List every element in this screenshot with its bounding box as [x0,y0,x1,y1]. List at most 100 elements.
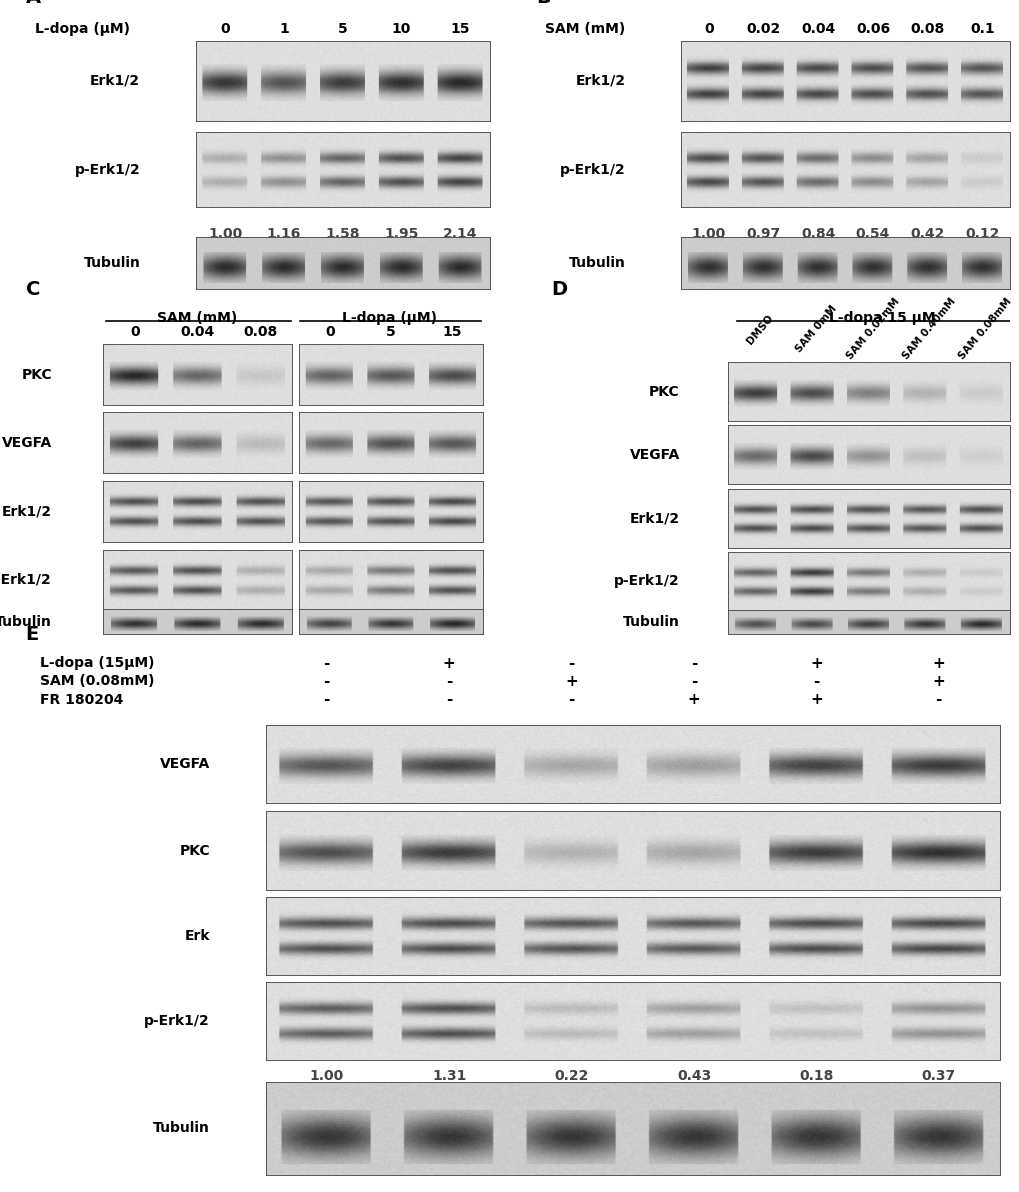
Text: 0.1: 0.1 [969,23,994,36]
Y-axis label: VEGFA: VEGFA [2,436,52,449]
Y-axis label: PKC: PKC [179,844,210,858]
Text: 1.00: 1.00 [691,228,726,241]
Text: B: B [535,0,550,7]
Y-axis label: PKC: PKC [648,385,679,399]
Text: +: + [931,673,945,689]
Text: SAM 0.02mM: SAM 0.02mM [844,297,901,361]
Text: -: - [445,693,452,707]
Text: SAM (mM): SAM (mM) [545,23,625,36]
Text: 0.02: 0.02 [746,23,780,36]
Text: DMSO: DMSO [745,312,774,346]
Text: +: + [809,656,822,671]
Y-axis label: Erk1/2: Erk1/2 [629,511,679,526]
Text: 2.14: 2.14 [442,228,477,241]
Text: 1.00: 1.00 [208,228,243,241]
Y-axis label: p-Erk1/2: p-Erk1/2 [0,573,52,588]
Text: 0: 0 [129,325,140,339]
Text: -: - [568,693,575,707]
Text: 5: 5 [386,325,395,339]
Text: -: - [445,673,452,689]
Text: 0.04: 0.04 [800,23,835,36]
Text: 0.37: 0.37 [921,1069,955,1084]
Text: +: + [565,673,578,689]
Text: 0: 0 [325,325,334,339]
Y-axis label: Tubulin: Tubulin [623,615,679,629]
Text: 5: 5 [337,23,347,36]
Text: 15: 15 [442,325,462,339]
Text: 1.31: 1.31 [432,1069,466,1084]
Y-axis label: Erk1/2: Erk1/2 [90,74,141,88]
Text: C: C [25,280,40,299]
Text: 0.06: 0.06 [855,23,890,36]
Text: SAM 0mM: SAM 0mM [794,304,839,354]
Text: -: - [323,673,330,689]
Text: 0.91: 0.91 [851,607,886,621]
Text: 1.95: 1.95 [384,228,418,241]
Text: 1.42: 1.42 [374,608,408,622]
Text: 0: 0 [220,23,230,36]
Y-axis label: Erk1/2: Erk1/2 [575,74,626,88]
Text: 0.13: 0.13 [244,608,278,622]
Y-axis label: PKC: PKC [21,368,52,381]
Text: D: D [551,280,567,299]
Text: 0.87: 0.87 [180,608,215,622]
Y-axis label: p-Erk1/2: p-Erk1/2 [559,163,626,176]
Text: FR 180204: FR 180204 [41,693,123,707]
Text: E: E [25,626,39,645]
Text: 15: 15 [450,23,470,36]
Text: -: - [690,673,697,689]
Text: 0.42: 0.42 [910,228,944,241]
Text: -: - [934,693,942,707]
Text: +: + [687,693,700,707]
Text: 0.18: 0.18 [799,1069,833,1084]
Text: -: - [323,693,330,707]
Text: SAM 0.40mM: SAM 0.40mM [900,297,957,361]
Text: 0.32: 0.32 [907,607,942,621]
Text: 1.00: 1.00 [117,608,152,622]
Text: -: - [568,656,575,671]
Text: L-dopa (μM): L-dopa (μM) [341,311,436,325]
Y-axis label: VEGFA: VEGFA [629,448,679,461]
Text: -: - [690,656,697,671]
Text: -: - [323,656,330,671]
Text: SAM 0.08mM: SAM 0.08mM [956,297,1013,361]
Text: SAM (mM): SAM (mM) [157,311,237,325]
Text: 0.43: 0.43 [677,1069,710,1084]
Text: 1.00: 1.00 [739,607,772,621]
Text: 0: 0 [703,23,713,36]
Y-axis label: Tubulin: Tubulin [153,1122,210,1135]
Y-axis label: Erk1/2: Erk1/2 [2,504,52,519]
Text: 0.08: 0.08 [910,23,944,36]
Text: +: + [931,656,945,671]
Text: 0.54: 0.54 [855,228,890,241]
Text: 0.12: 0.12 [964,228,999,241]
Y-axis label: Tubulin: Tubulin [569,256,626,271]
Text: 0.09: 0.09 [964,607,998,621]
Text: 2.24: 2.24 [435,608,470,622]
Y-axis label: Tubulin: Tubulin [0,615,52,628]
Text: 1.00: 1.00 [312,608,346,622]
Text: 1.58: 1.58 [325,228,360,241]
Text: 1.16: 1.16 [267,228,301,241]
Y-axis label: Tubulin: Tubulin [84,256,141,271]
Text: 0.22: 0.22 [554,1069,588,1084]
Text: SAM (0.08mM): SAM (0.08mM) [41,675,155,689]
Y-axis label: VEGFA: VEGFA [160,757,210,771]
Text: +: + [809,693,822,707]
Y-axis label: Erk: Erk [184,929,210,943]
Text: L-dopa (μM): L-dopa (μM) [35,23,130,36]
Text: 10: 10 [391,23,411,36]
Text: 1: 1 [279,23,288,36]
Text: A: A [26,0,41,7]
Text: 0.97: 0.97 [746,228,780,241]
Text: 1.68: 1.68 [795,607,829,621]
Text: 0.84: 0.84 [800,228,835,241]
Y-axis label: p-Erk1/2: p-Erk1/2 [74,163,141,176]
Y-axis label: p-Erk1/2: p-Erk1/2 [613,575,679,589]
Text: +: + [442,656,455,671]
Y-axis label: p-Erk1/2: p-Erk1/2 [144,1014,210,1028]
Text: -: - [812,673,819,689]
Text: L-dopa 15 μM: L-dopa 15 μM [828,311,935,325]
Text: 0.08: 0.08 [244,325,278,339]
Text: L-dopa (15μM): L-dopa (15μM) [41,657,155,670]
